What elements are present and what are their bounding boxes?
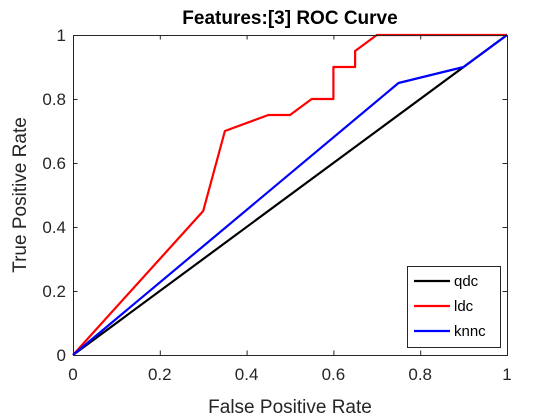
series-line-ldc: [72, 33, 507, 356]
series-line-knnc: [72, 34, 508, 356]
y-tick-label: 0.6: [42, 154, 66, 173]
chart-title: Features:[3] ROC Curve: [182, 8, 397, 29]
axes-box: [73, 35, 508, 356]
x-tick-label: 0.6: [322, 365, 346, 384]
y-axis-label: True Positive Rate: [10, 117, 31, 273]
ticks-layer: 0 0.2 0.4 0.6 0.8 1 0 0.2 0.4 0.6 0.8 1: [42, 26, 511, 384]
y-tick-label: 0: [57, 346, 66, 365]
x-tick-label: 0.8: [408, 365, 432, 384]
x-tick-label: 0.2: [148, 365, 172, 384]
legend-label-ldc: ldc: [454, 298, 474, 315]
legend: qdc ldc knnc: [407, 266, 501, 348]
legend-label-qdc: qdc: [454, 273, 479, 290]
x-axis-label: False Positive Rate: [208, 397, 372, 418]
series-layer: [72, 33, 508, 356]
y-tick-label: 0.2: [42, 282, 66, 301]
series-line-qdc: [72, 34, 508, 356]
legend-label-knnc: knnc: [454, 323, 486, 340]
legend-items: qdc ldc knnc: [414, 273, 486, 340]
y-tick-label: 0.8: [42, 90, 66, 109]
y-tick-label: 0.4: [42, 218, 66, 237]
x-tick-label: 1: [502, 365, 511, 384]
x-tick-label: 0.4: [235, 365, 259, 384]
x-tick-label: 0: [68, 365, 77, 384]
y-tick-label: 1: [57, 26, 66, 45]
